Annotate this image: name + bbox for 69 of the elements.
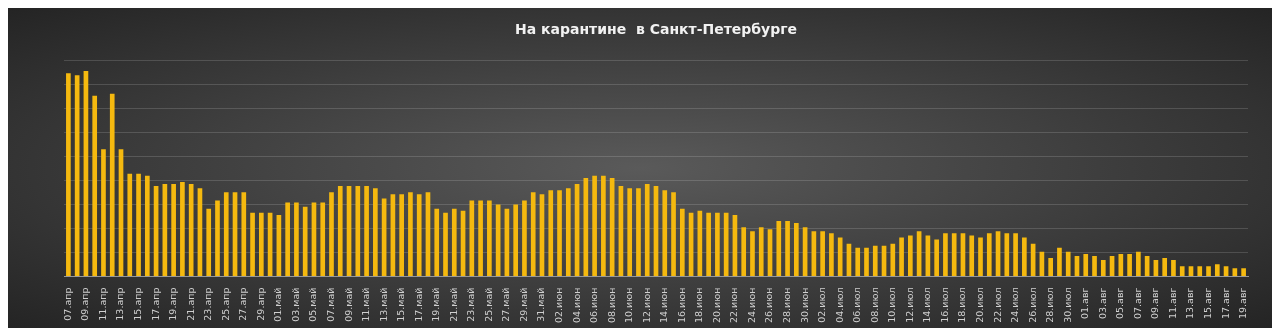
x-tick-label: 12.июл [903, 287, 915, 323]
x-tick-label: 04.июл [833, 287, 845, 323]
x-tick-label: 15.май [395, 287, 407, 322]
x-tick-label: 13.апр [114, 287, 126, 321]
x-tick-label: 16.июл [938, 287, 950, 323]
x-tick-label: 05.май [307, 287, 319, 322]
x-tick-label: 21.апр [184, 287, 196, 321]
x-tick-label: 19.апр [167, 287, 179, 321]
x-tick-label: 18.июн [693, 287, 705, 324]
x-tick-label: 18.июл [956, 287, 968, 323]
x-tick-label: 23.май [465, 287, 477, 322]
x-tick-label: 23.апр [202, 287, 214, 321]
x-tick-label: 08.июн [605, 287, 617, 324]
x-tick-label: 20.июл [973, 287, 985, 323]
x-tick-label: 26.июн [763, 287, 775, 324]
x-tick-label: 13.май [377, 287, 389, 322]
x-tick-label: 02.июн [552, 287, 564, 324]
x-tick-label: 02.июл [816, 287, 828, 323]
x-tick-label: 03.авг [1096, 287, 1108, 320]
x-tick-label: 29.апр [254, 287, 266, 321]
x-tick-label: 27.апр [237, 287, 249, 321]
x-tick-label: 06.июн [588, 287, 600, 324]
x-tick-label: 24.июн [745, 287, 757, 324]
x-tick-label: 14.июл [921, 287, 933, 323]
chart-title: На карантине в Санкт-Петербурге [514, 21, 798, 38]
x-tick-label: 25.апр [219, 287, 231, 321]
x-tick-label: 22.июн [728, 287, 740, 324]
x-tick-label: 17.апр [149, 287, 161, 321]
x-tick-label: 17.май [412, 287, 424, 322]
x-tick-label: 06.июл [851, 287, 863, 323]
x-tick-label: 27.май [500, 287, 512, 322]
x-tick-label: 28.июл [1044, 287, 1056, 323]
x-tick-label: 05.авг [1114, 287, 1126, 320]
x-tick-label: 15.авг [1202, 287, 1213, 320]
x-tick-label: 07.авг [1131, 287, 1143, 320]
x-tick-label: 01.май [272, 287, 284, 322]
x-tick-label: 17.авг [1219, 287, 1231, 320]
x-tick-label: 19.май [430, 287, 442, 322]
x-tick-label: 11.апр [96, 287, 108, 321]
x-tick-label: 10.июн [623, 287, 635, 324]
x-tick-label: 03.май [289, 287, 301, 322]
x-tick-label: 19.авг [1237, 287, 1249, 320]
x-tick-label: 09.апр [79, 287, 91, 321]
x-tick-label: 13.авг [1184, 287, 1196, 320]
x-tick-label: 14.июн [658, 287, 670, 324]
x-tick-label: 01.авг [1079, 287, 1091, 320]
x-tick-label: 26.июл [1026, 287, 1038, 323]
x-tick-label: 25.май [482, 287, 494, 322]
x-tick-label: 04.июн [570, 287, 582, 324]
x-tick-label: 12.июн [640, 287, 652, 324]
x-tick-label: 08.июл [868, 287, 880, 323]
x-tick-label: 24.июл [1009, 287, 1021, 323]
x-tick-label: 11.май [360, 287, 372, 322]
x-tick-label: 09.авг [1149, 287, 1161, 320]
x-tick-label: 09.май [342, 287, 354, 322]
x-tick-label: 22.июл [991, 287, 1003, 323]
x-tick-label: 15.апр [132, 287, 144, 321]
x-tick-label: 07.май [324, 287, 336, 322]
x-tick-label: 16.июн [675, 287, 687, 324]
x-tick-label: 29.май [517, 287, 529, 322]
x-tick-label: 07.апр [61, 287, 73, 321]
x-tick-label: 20.июн [710, 287, 722, 324]
x-tick-label: 30.июн [798, 287, 810, 324]
x-tick-label: 28.июн [781, 287, 793, 324]
x-tick-label: 30.июл [1061, 287, 1073, 323]
x-tick-label: 10.июл [886, 287, 898, 323]
x-tick-label: 11.авг [1166, 287, 1178, 320]
x-tick-label: 21.май [447, 287, 459, 322]
x-tick-label: 31.май [535, 287, 547, 322]
